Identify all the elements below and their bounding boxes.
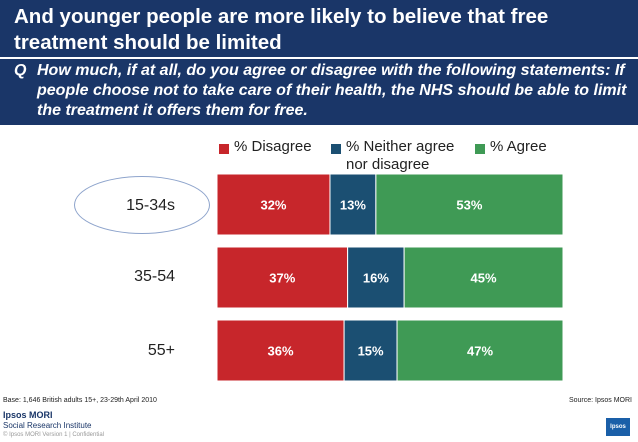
legend-label-neither: % Neither agree nor disagree <box>346 138 454 174</box>
data-label-1-2: 45% <box>471 271 497 286</box>
category-label-1: 35-54 <box>134 268 175 285</box>
question-prefix: Q <box>14 62 27 79</box>
legend-label-neither-line1: % Neither agree <box>346 138 455 155</box>
data-label-0-1: 13% <box>340 198 366 213</box>
ipsos-logo: Ipsos <box>606 418 630 436</box>
question-text: How much, if at all, do you agree or dis… <box>37 62 627 119</box>
bar-segment-0-1 <box>329 173 377 236</box>
category-label-2: 55+ <box>147 342 175 359</box>
data-label-0-0: 32% <box>260 198 286 213</box>
legend-label-neither-line2: nor disagree <box>346 156 430 173</box>
category-label-0: 15-34s <box>126 197 175 214</box>
data-label-2-2: 47% <box>467 344 493 359</box>
data-label-2-0: 36% <box>268 344 294 359</box>
source-note: Source: Ipsos MORI <box>568 397 632 404</box>
bar-segment-2-0 <box>216 319 345 382</box>
legend-label-disagree: % Disagree <box>234 138 312 155</box>
page-title: And younger people are more likely to be… <box>14 5 549 54</box>
legend-swatch-agree <box>475 144 485 154</box>
copyright-note: © Ipsos MORI Version 1 | Confidential <box>3 432 105 438</box>
bar-segment-0-0 <box>216 173 331 236</box>
base-note: Base: 1,646 British adults 15+, 23-29th … <box>3 397 157 404</box>
bar-segment-0-2 <box>375 173 564 236</box>
highlight-ring <box>74 176 210 234</box>
data-label-1-1: 16% <box>363 271 389 286</box>
bar-segment-2-2 <box>396 319 564 382</box>
org-subtitle: Social Research Institute <box>3 421 92 430</box>
header-divider <box>0 57 638 59</box>
org-name: Ipsos MORI <box>3 410 53 420</box>
legend-swatch-neither <box>331 144 341 154</box>
data-label-2-1: 15% <box>358 344 384 359</box>
data-label-1-0: 37% <box>269 271 295 286</box>
data-label-0-2: 53% <box>456 198 482 213</box>
bar-segment-1-2 <box>403 246 564 309</box>
legend-label-agree: % Agree <box>490 138 547 155</box>
legend-swatch-disagree <box>219 144 229 154</box>
bar-segment-2-1 <box>343 319 398 382</box>
header-banner <box>0 0 638 125</box>
bar-segment-1-0 <box>216 246 349 309</box>
bar-segment-1-1 <box>347 246 405 309</box>
